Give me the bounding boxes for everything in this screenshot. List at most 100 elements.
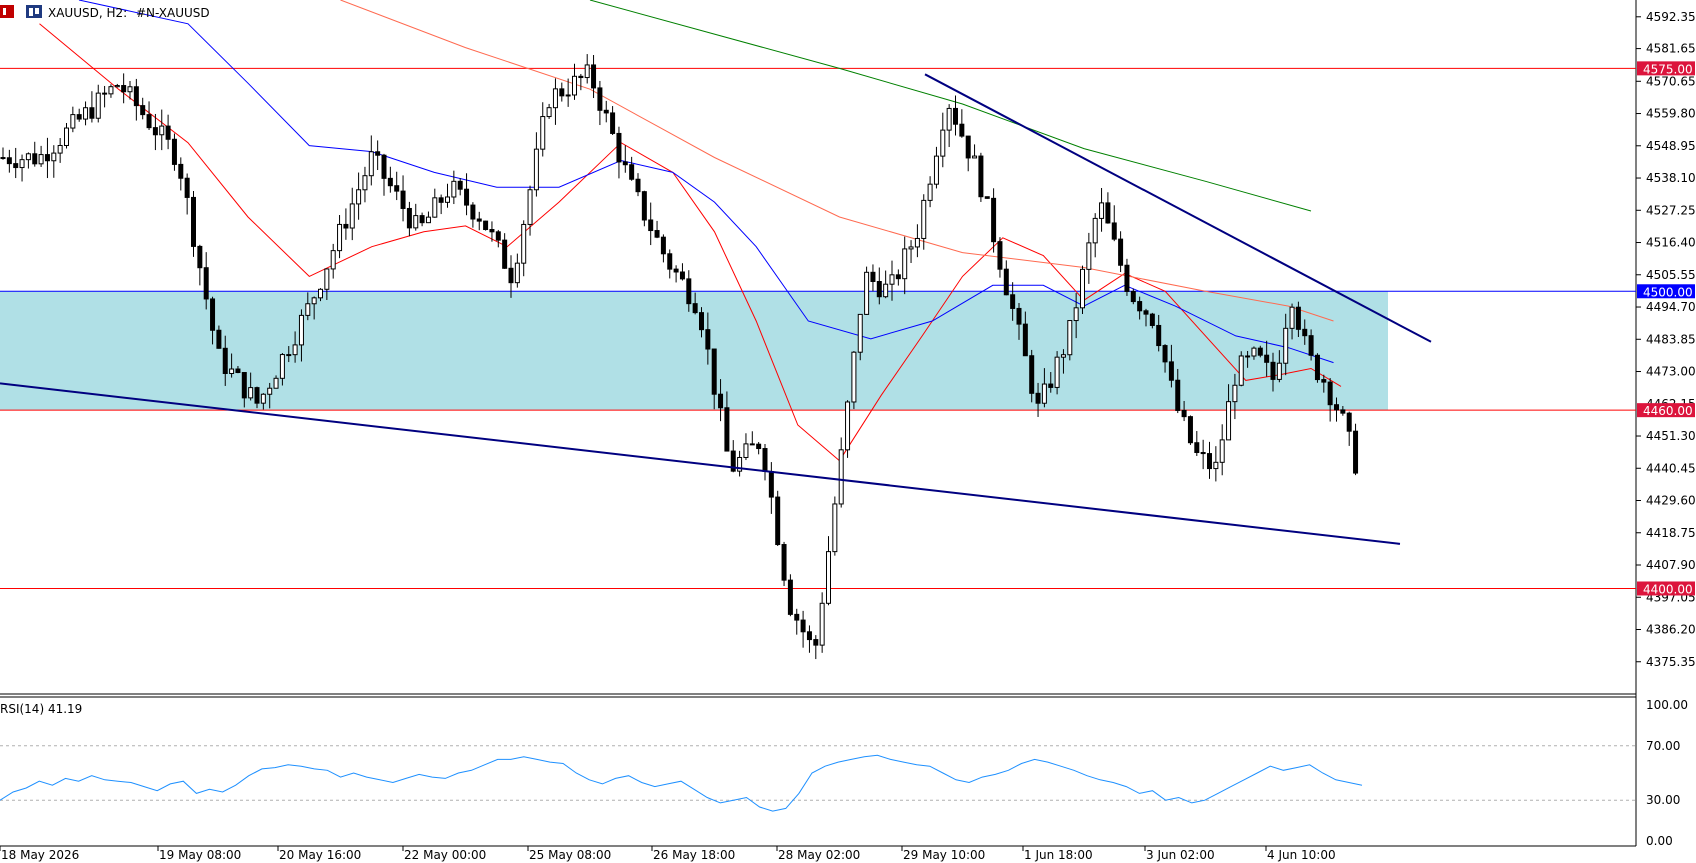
candle-body-64 xyxy=(406,207,412,229)
candle-body-129 xyxy=(819,602,825,646)
candle-body-103 xyxy=(654,230,660,238)
candle-body-203 xyxy=(1289,306,1295,329)
candle-body-35 xyxy=(222,347,228,374)
candle-body-133 xyxy=(845,401,851,451)
candle-body-46 xyxy=(292,344,298,356)
candle-body-120 xyxy=(762,448,768,472)
header: XAUUSD, H2: #N-XAUUSD xyxy=(0,5,210,20)
candle-body-31 xyxy=(197,245,203,269)
candle-body-57 xyxy=(362,175,368,191)
time-tick-label-10: 4 Jun 10:00 xyxy=(1267,848,1336,862)
price-tick-label-18: 4386.20 xyxy=(1646,623,1696,637)
candle-body-185 xyxy=(1175,379,1181,411)
candle-body-49 xyxy=(311,297,317,305)
price-tick-label-9: 4494.70 xyxy=(1646,300,1696,314)
price-tick-label-19: 4375.35 xyxy=(1646,655,1696,669)
candle-body-100 xyxy=(635,178,641,193)
candle-body-113 xyxy=(718,393,724,409)
candle-body-168 xyxy=(1067,320,1073,356)
symbol-icon-bar-2 xyxy=(35,8,39,14)
time-tick-label-6: 28 May 02:00 xyxy=(778,848,860,862)
candle-body-140 xyxy=(889,274,895,285)
candle-body-21 xyxy=(133,86,139,107)
candle-body-188 xyxy=(1194,442,1200,454)
candle-body-160 xyxy=(1016,307,1022,325)
price-tick-label-3: 4559.80 xyxy=(1646,107,1696,121)
candle-body-182 xyxy=(1156,324,1162,347)
candle-body-186 xyxy=(1181,409,1187,418)
candle-body-4 xyxy=(25,153,31,161)
candle-body-187 xyxy=(1187,416,1193,444)
candle-body-175 xyxy=(1111,222,1117,240)
candle-body-162 xyxy=(1029,355,1035,394)
candle-body-61 xyxy=(387,177,393,187)
candle-body-121 xyxy=(768,470,774,498)
candle-body-212 xyxy=(1346,412,1352,432)
candle-body-41 xyxy=(260,393,266,404)
price-tick-label-1: 4581.65 xyxy=(1646,42,1696,56)
candle-body-111 xyxy=(705,329,711,350)
price-tags: 4575.00 4500.00 4460.00 4400.00 xyxy=(1637,61,1695,596)
chart-type-icon[interactable] xyxy=(0,5,14,18)
candle-body-131 xyxy=(832,503,838,553)
candle-body-67 xyxy=(425,216,431,224)
candle-body-179 xyxy=(1137,301,1143,312)
candle-body-17 xyxy=(108,86,114,95)
candle-body-176 xyxy=(1118,238,1124,266)
candle-body-143 xyxy=(908,246,914,250)
price-tag-3 xyxy=(1637,581,1695,596)
candle-body-50 xyxy=(318,288,323,299)
candle-body-85 xyxy=(540,116,546,150)
candle-body-202 xyxy=(1283,327,1289,364)
candle-body-96 xyxy=(610,112,616,134)
candle-body-97 xyxy=(616,132,622,163)
candle-body-51 xyxy=(324,268,330,290)
candle-body-144 xyxy=(914,237,920,248)
price-tick-label-7: 4516.40 xyxy=(1646,236,1696,250)
candle-body-147 xyxy=(933,155,939,185)
candle-body-32 xyxy=(203,267,209,300)
time-tick-label-0: 18 May 2026 xyxy=(1,848,79,862)
candle-body-59 xyxy=(375,151,381,156)
candle-body-70 xyxy=(445,196,450,203)
candle-body-88 xyxy=(559,88,565,97)
candle-body-40 xyxy=(254,387,260,404)
trendline-1 xyxy=(924,73,1432,343)
price-tag-0 xyxy=(1637,61,1695,76)
time-tick-label-8: 1 Jun 18:00 xyxy=(1024,848,1093,862)
candle-body-105 xyxy=(667,253,673,270)
candle-body-33 xyxy=(210,298,216,331)
candle-body-137 xyxy=(870,271,876,283)
candle-body-125 xyxy=(794,613,800,621)
candle-body-95 xyxy=(603,109,609,114)
symbol-label: XAUUSD, H2: xyxy=(48,6,127,20)
candle-body-150 xyxy=(953,107,958,125)
candle-body-99 xyxy=(629,164,635,180)
rsi-panel: RSI(14) 41.19 100.00 70.00 30.00 0.00 xyxy=(0,698,1688,848)
candle-body-206 xyxy=(1308,335,1314,356)
candle-body-102 xyxy=(648,219,654,232)
candle-body-106 xyxy=(673,268,679,273)
price-tag-label-0: 4575.00 xyxy=(1643,62,1693,76)
candle-body-19 xyxy=(121,85,127,93)
candle-body-104 xyxy=(660,236,666,255)
candle-body-89 xyxy=(565,94,571,97)
rsi-tick-70: 70.00 xyxy=(1646,739,1680,753)
candle-body-119 xyxy=(756,443,762,450)
candle-body-155 xyxy=(984,196,990,199)
candle-body-23 xyxy=(146,114,152,129)
time-tick-label-5: 26 May 18:00 xyxy=(653,848,735,862)
candle-body-65 xyxy=(413,215,419,229)
candle-body-90 xyxy=(572,75,577,96)
symbol-icon[interactable] xyxy=(26,5,42,18)
candle-body-132 xyxy=(838,449,844,505)
candle-body-45 xyxy=(286,354,292,357)
candle-body-197 xyxy=(1251,347,1257,357)
candle-body-122 xyxy=(775,496,781,546)
candle-body-124 xyxy=(787,579,793,615)
candle-body-196 xyxy=(1245,355,1251,358)
candle-body-183 xyxy=(1162,345,1168,363)
candle-body-171 xyxy=(1086,242,1092,270)
candle-body-98 xyxy=(622,161,628,166)
candle-body-55 xyxy=(349,203,355,229)
